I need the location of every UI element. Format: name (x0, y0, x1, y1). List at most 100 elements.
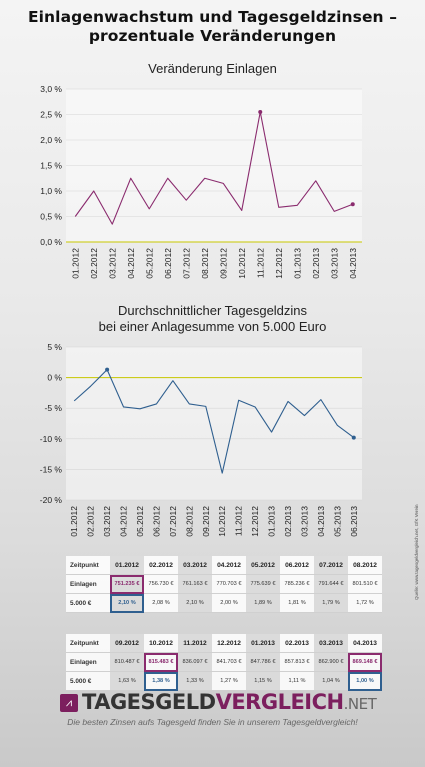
table-cell: 08.2012 (348, 556, 382, 575)
chart1-xtick-label: 05.2012 (144, 248, 154, 279)
table-row-label: 5.000 € (66, 672, 110, 691)
chart1-ytick-label: 1,5 % (40, 161, 62, 171)
chart2-xtick-label: 04.2013 (316, 506, 326, 537)
chart1-xtick-label: 09.2012 (218, 248, 228, 279)
chart2-xtick-label: 10.2012 (217, 506, 227, 537)
chart2-xtick-label: 12.2012 (250, 506, 260, 537)
chart1-xtick-label: 04.2012 (126, 248, 136, 279)
table-cell: 1,00 % (348, 672, 382, 691)
table-cell: 756.730 € (144, 575, 178, 594)
table-header-row: Zeitpunkt 09.2012 10.2012 11.2012 12.2012 01.… (66, 634, 382, 653)
table-cell: 2,10 % (110, 594, 144, 613)
table-cell: 847.786 € (246, 653, 280, 672)
table-cell: 836.097 € (178, 653, 212, 672)
chart1-ytick-label: 0,5 % (40, 212, 62, 222)
chart2-ytick-label: -20 % (40, 495, 63, 505)
brand-logo[interactable]: ⩘ TAGESGELDVERGLEICH.NET (60, 690, 390, 720)
chart1-xtick-label: 03.2012 (107, 248, 117, 279)
table-cell: 810.487 € (110, 653, 144, 672)
chart1-series-line (74, 111, 353, 225)
chart2-xtick-label: 01.2012 (69, 506, 79, 537)
table-cell: 857.813 € (280, 653, 314, 672)
table-row-label: 5.000 € (66, 594, 110, 613)
table-cell: 751.235 € (110, 575, 144, 594)
chart1-data-point (258, 109, 263, 114)
table-header-row: Zeitpunkt 01.2012 02.2012 03.2012 04.2012 05.… (66, 556, 382, 575)
chart2-data-point (351, 435, 356, 440)
table-cell: 12.2012 (212, 634, 246, 653)
chart2-title-line2: bei einer Anlagesumme von 5.000 Euro (98, 319, 327, 334)
chart1-xtick-label: 01.2012 (70, 248, 80, 279)
table-cell: 02.2013 (280, 634, 314, 653)
brand-name: TAGESGELDVERGLEICH.NET (82, 690, 377, 714)
table-cell: 801.510 € (348, 575, 382, 594)
source-note: Quelle: www.tagesgeldvergleich.net, GfK … (414, 504, 419, 600)
chart2-xtick-label: 05.2013 (332, 506, 342, 537)
table-row-zins: 5.000 €2,10 % 2,08 % 2,10 % 2,00 % 1,89 % 1,8… (66, 594, 382, 613)
table-cell: 2,00 % (212, 594, 246, 613)
table-cell: 1,81 % (280, 594, 314, 613)
chart-line-icon: ⩘ (60, 694, 78, 712)
table-cell: 1,38 % (144, 672, 178, 691)
chart2-xtick-label: 06.2013 (349, 506, 359, 537)
chart1-xtick-label: 01.2013 (292, 248, 302, 279)
table-cell: 10.2012 (144, 634, 178, 653)
table-cell: 761.163 € (178, 575, 212, 594)
table-cell: 1,63 % (110, 672, 144, 691)
chart2-xtick-label: 01.2013 (267, 506, 277, 537)
table-row-einlagen: Einlagen 751.235 €756.730 €761.163 €770.7… (66, 575, 382, 594)
chart1-data-point (350, 202, 355, 207)
chart1-ytick-label: 0,0 % (40, 237, 62, 247)
table-cell: 775.639 € (246, 575, 280, 594)
table-cell: 815.483 € (144, 653, 178, 672)
table-cell: 1,04 % (314, 672, 348, 691)
chart2-ytick-label: -5 % (45, 403, 63, 413)
chart1-xtick-label: 06.2012 (163, 248, 173, 279)
chart2-xtick-label: 03.2012 (102, 506, 112, 537)
table-cell: 1,11 % (280, 672, 314, 691)
chart1-xtick-label: 11.2012 (255, 248, 265, 278)
chart2-ytick-label: -15 % (40, 464, 63, 474)
chart2-xtick-label: 03.2013 (299, 506, 309, 537)
chart1-title: Veränderung Einlagen (148, 61, 277, 76)
chart2-xtick-label: 02.2012 (86, 506, 96, 537)
brand-name-part2: VERGLEICH (215, 690, 345, 714)
table-cell: 869.148 € (348, 653, 382, 672)
table-cell: 09.2012 (110, 634, 144, 653)
table-cell: 01.2013 (246, 634, 280, 653)
chart2-xtick-label: 05.2012 (135, 506, 145, 537)
table-cell: 1,27 % (212, 672, 246, 691)
table-cell: 05.2012 (246, 556, 280, 575)
chart2-ytick-label: 0 % (47, 373, 62, 383)
chart1-xtick-label: 03.2013 (329, 248, 339, 279)
chart1-ytick-label: 2,0 % (40, 135, 62, 145)
chart1-xtick-label: 10.2012 (237, 248, 247, 279)
chart2-title-line1: Durchschnittlicher Tagesgeldzins (117, 303, 308, 318)
table-row-einlagen: Einlagen 810.487 €815.483 €836.097 €841.7… (66, 653, 382, 672)
table-cell: 04.2012 (212, 556, 246, 575)
page-title: Einlagenwachstum und Tagesgeldzinsen – p… (0, 8, 425, 46)
table-cell: 02.2012 (144, 556, 178, 575)
table-cell: 1,72 % (348, 594, 382, 613)
table-cell: 11.2012 (178, 634, 212, 653)
table-cell: 1,89 % (246, 594, 280, 613)
table-cell: 770.703 € (212, 575, 246, 594)
chart2-xtick-label: 11.2012 (234, 506, 244, 536)
chart1-xtick-label: 08.2012 (200, 248, 210, 279)
table-row-label: Einlagen (66, 575, 110, 594)
chart1-ytick-label: 3,0 % (40, 84, 62, 94)
chart1-xtick-label: 04.2013 (348, 248, 358, 279)
table-cell: 1,79 % (314, 594, 348, 613)
chart2-xtick-label: 09.2012 (201, 506, 211, 537)
chart2-xtick-label: 02.2013 (283, 506, 293, 537)
table-cell: 07.2012 (314, 556, 348, 575)
chart-einlagen: 3,0 % 2,5 % 2,0 % 1,5 % 1,0 % 0,5 % 0,0 % 01.20… (40, 84, 362, 279)
chart1-ytick-label: 2,5 % (40, 110, 62, 120)
table-cell: 1,33 % (178, 672, 212, 691)
table-row-label: Einlagen (66, 653, 110, 672)
table-cell: 1,15 % (246, 672, 280, 691)
chart2-plot-area (66, 347, 362, 500)
chart1-xtick-label: 02.2012 (89, 248, 99, 279)
table-row-label: Zeitpunkt (66, 634, 110, 653)
chart2-xtick-label: 06.2012 (151, 506, 161, 537)
